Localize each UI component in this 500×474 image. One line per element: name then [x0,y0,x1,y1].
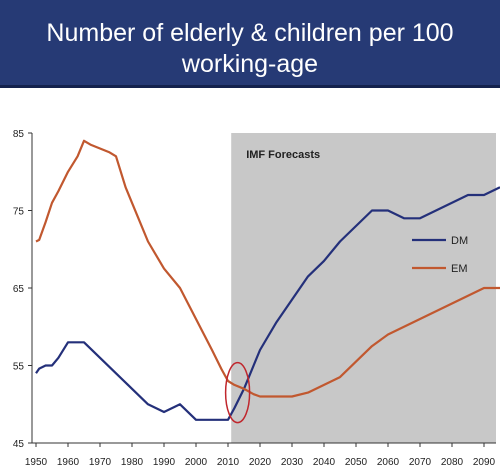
x-tick-label: 2000 [185,457,208,468]
tick-layer: 1950 1960 1970 1980 1990 2000 2010 2020 2030 2040… [13,129,496,468]
y-tick-label: 75 [13,207,25,218]
series-layer [35,139,500,421]
legend: DM EM [412,235,468,275]
y-tick-label: 45 [13,439,25,450]
x-tick-label: 1950 [25,457,48,468]
x-tick-label: 2030 [281,457,304,468]
series-line-dm [35,186,500,421]
chart-title: Number of elderly & children per 100 wor… [46,19,454,78]
x-tick-label: 2020 [249,457,272,468]
x-tick-label: 1960 [57,457,80,468]
legend-label-em: EM [451,263,468,275]
x-tick-label: 2050 [345,457,368,468]
title-banner: Number of elderly & children per 100 wor… [0,0,500,88]
x-tick-label: 2010 [217,457,240,468]
highlight-circle [224,361,251,424]
forecast-region [231,133,496,443]
x-tick-label: 1980 [121,457,144,468]
legend-label-dm: DM [451,235,468,247]
x-tick-label: 1990 [153,457,176,468]
x-tick-label: 1970 [89,457,112,468]
y-tick-label: 55 [13,362,25,373]
y-tick-label: 85 [13,129,25,140]
x-tick-label: 2070 [409,457,432,468]
series-line-em [35,139,500,398]
forecast-label: IMF Forecasts [246,149,320,161]
x-tick-label: 2090 [473,457,496,468]
y-tick-label: 65 [13,284,25,295]
x-tick-label: 2040 [313,457,336,468]
x-tick-label: 2060 [377,457,400,468]
x-tick-label: 2080 [441,457,464,468]
